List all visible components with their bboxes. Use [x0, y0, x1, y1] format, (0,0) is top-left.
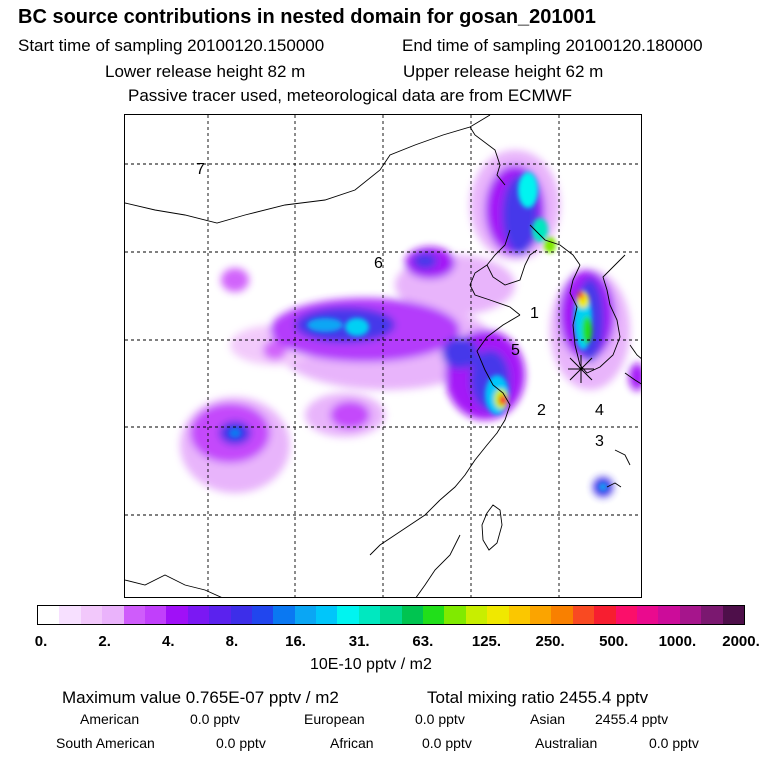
- south-american-value: 0.0 pptv: [216, 735, 266, 751]
- color-scale-swatch: [465, 606, 488, 624]
- color-scale-swatch: [701, 606, 723, 624]
- color-scale-tick-label: 4.: [162, 633, 175, 650]
- color-scale-swatch: [316, 606, 338, 624]
- european-label: European: [304, 711, 365, 727]
- color-scale-swatch: [337, 606, 359, 624]
- australian-label: Australian: [535, 735, 598, 751]
- color-scale-tick-label: 0.: [34, 633, 48, 650]
- asian-label: Asian: [530, 711, 566, 727]
- color-scale-bar: [37, 605, 745, 625]
- african-value: 0.0 pptv: [422, 735, 472, 751]
- color-scale-tick-label: 31.: [348, 633, 370, 650]
- color-scale-swatch: [358, 606, 381, 624]
- color-scale-swatch: [487, 606, 509, 624]
- color-scale-swatch: [123, 606, 145, 624]
- american-label: American: [80, 711, 140, 727]
- region-label-6: 6: [374, 255, 383, 272]
- maximum-value-label: Maximum value 0.765E-07 pptv / m2: [62, 688, 339, 707]
- coastlines: [125, 115, 641, 597]
- color-scale-tick-label: 8.: [225, 633, 239, 650]
- color-scale-swatch: [594, 606, 616, 624]
- plume-field: [180, 150, 641, 497]
- color-scale-tick-label: 2.: [98, 633, 111, 650]
- color-scale-swatch: [209, 606, 231, 624]
- american-value: 0.0 pptv: [190, 711, 240, 727]
- color-scale-swatch: [508, 606, 530, 624]
- region-label-2: 2: [537, 402, 546, 419]
- color-scale-swatch: [444, 606, 466, 624]
- tracer-note: Passive tracer used, meteorological data…: [128, 86, 573, 105]
- color-scale-swatch: [636, 606, 659, 624]
- color-scale-swatch: [80, 606, 103, 624]
- color-scale-swatch: [679, 606, 702, 624]
- color-scale-swatch: [251, 606, 274, 624]
- color-scale-swatch: [144, 606, 167, 624]
- color-scale-swatch: [615, 606, 637, 624]
- figure-title: BC source contributions in nested domain…: [18, 6, 596, 28]
- color-scale-swatch: [230, 606, 252, 624]
- color-scale-swatch: [658, 606, 680, 624]
- color-scale-tick-label: 63.: [412, 633, 434, 650]
- color-scale-swatch: [529, 606, 552, 624]
- source-contribution-map: 1 2 3 4 5 6 7: [124, 114, 642, 598]
- color-scale-swatch: [59, 606, 81, 624]
- end-time-label: End time of sampling 20100120.180000: [402, 36, 703, 55]
- color-scale-tick-label: 500.: [599, 633, 629, 650]
- region-label-5: 5: [511, 342, 520, 359]
- color-scale-swatch: [401, 606, 424, 624]
- region-label-4: 4: [595, 402, 604, 419]
- color-scale-swatch: [38, 606, 60, 624]
- color-scale-swatch: [187, 606, 210, 624]
- african-label: African: [330, 735, 374, 751]
- receptor-star-icon: [568, 355, 594, 383]
- color-scale-tick-label: 2000.: [722, 633, 760, 650]
- upper-release-label: Upper release height 62 m: [403, 62, 604, 81]
- color-scale-swatch: [572, 606, 595, 624]
- asian-value: 2455.4 pptv: [595, 711, 669, 727]
- color-scale-tick-label: 16.: [285, 633, 306, 650]
- start-time-label: Start time of sampling 20100120.150000: [18, 36, 325, 55]
- european-value: 0.0 pptv: [415, 711, 465, 727]
- color-scale-tick-label: 1000.: [658, 633, 697, 650]
- color-scale-swatch: [273, 606, 295, 624]
- color-scale-swatch: [380, 606, 402, 624]
- color-scale-tick-label: 125.: [471, 633, 502, 650]
- color-scale-units: 10E-10 pptv / m2: [310, 656, 432, 673]
- color-scale-swatch: [102, 606, 124, 624]
- color-scale-swatch: [551, 606, 573, 624]
- region-label-7: 7: [196, 161, 205, 178]
- total-mixing-ratio-label: Total mixing ratio 2455.4 pptv: [427, 688, 649, 707]
- color-scale-swatch: [294, 606, 317, 624]
- color-scale-swatch: [423, 606, 445, 624]
- south-american-label: South American: [56, 735, 155, 751]
- color-scale-tick-label: 250.: [535, 633, 565, 650]
- region-label-1: 1: [530, 305, 539, 322]
- color-scale-swatch: [722, 606, 744, 624]
- color-scale-swatch: [166, 606, 188, 624]
- region-label-3: 3: [595, 433, 604, 450]
- australian-value: 0.0 pptv: [649, 735, 699, 751]
- lower-release-label: Lower release height 82 m: [105, 62, 306, 81]
